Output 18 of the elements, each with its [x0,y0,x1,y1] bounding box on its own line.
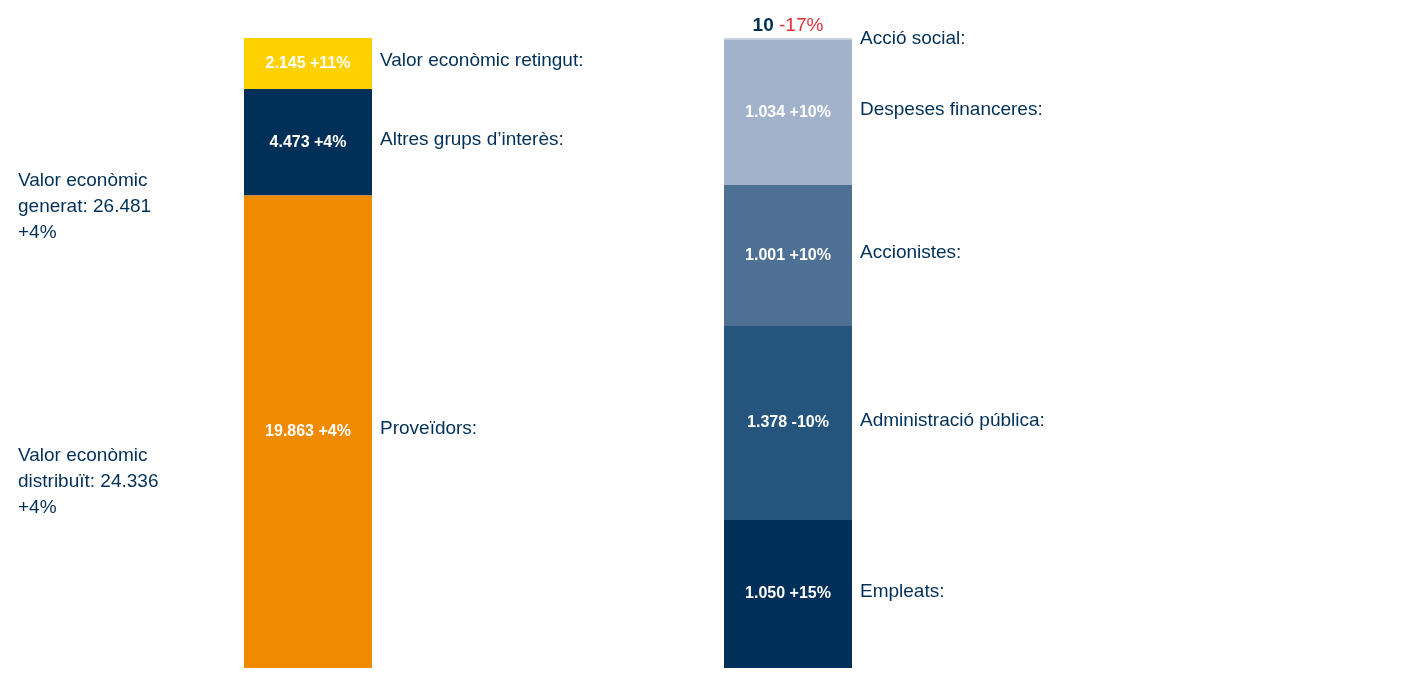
data-label: 1.001 +10% [745,245,831,263]
data-label: 1.050 +15% [745,584,831,602]
series-label: Administració pública: [860,408,1045,430]
series-label: Proveïdors: [380,417,478,439]
text: Valor econòmic distribuït: 24.336 +4% [18,442,160,519]
series-label: Altres grups d’interès: [380,127,564,149]
data-label: 19.863 +4% [265,422,351,440]
data-label: 10 -17% [752,13,824,35]
series-label: Despeses financeres: [860,97,1043,119]
data-label: 1.378 -10% [747,413,829,431]
series-label: Valor econòmic retingut: [380,49,584,71]
series-label: Acció social: [860,26,966,48]
data-label: 4.473 +4% [269,132,347,150]
data-label: 1.034 +10% [745,102,831,120]
data-label: 2.145 +11% [265,53,351,71]
series-label: Empleats: [860,579,945,601]
text: Valor econòmic generat: 26.481 +4% [18,167,153,244]
series-label: Accionistes: [860,241,962,263]
